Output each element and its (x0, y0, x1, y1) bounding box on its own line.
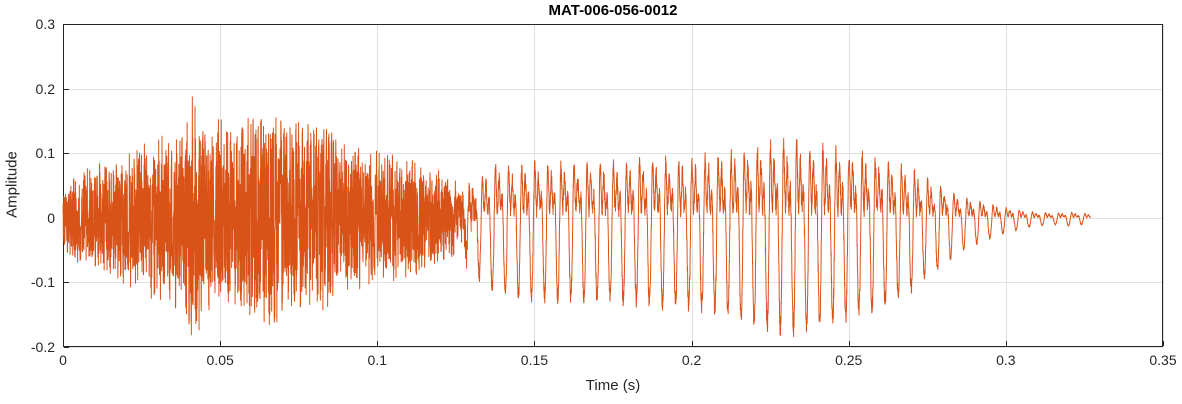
chart-title: MAT-006-056-0012 (548, 2, 678, 19)
y-axis-label: Amplitude (3, 151, 21, 218)
x-tick-label: 0.1 (367, 352, 388, 368)
x-tick-label: 0 (59, 352, 67, 368)
y-tick-label: 0 (47, 209, 55, 226)
x-tick-label: 0.05 (206, 352, 234, 368)
y-tick-label: 0.1 (35, 145, 55, 162)
x-tick-label: 0.2 (681, 352, 702, 368)
y-tick-label: 0.3 (35, 16, 55, 32)
y-tick-label: -0.2 (30, 339, 55, 355)
y-tick-label: -0.1 (30, 274, 55, 291)
x-tick-label: 0.3 (996, 352, 1016, 368)
x-tick-label: 0.25 (835, 352, 863, 368)
x-tick-label: 0.15 (520, 352, 549, 368)
y-tick-label: 0.2 (35, 80, 55, 97)
x-axis-label: Time (s) (585, 377, 641, 394)
x-tick-label: 0.35 (1149, 352, 1177, 368)
